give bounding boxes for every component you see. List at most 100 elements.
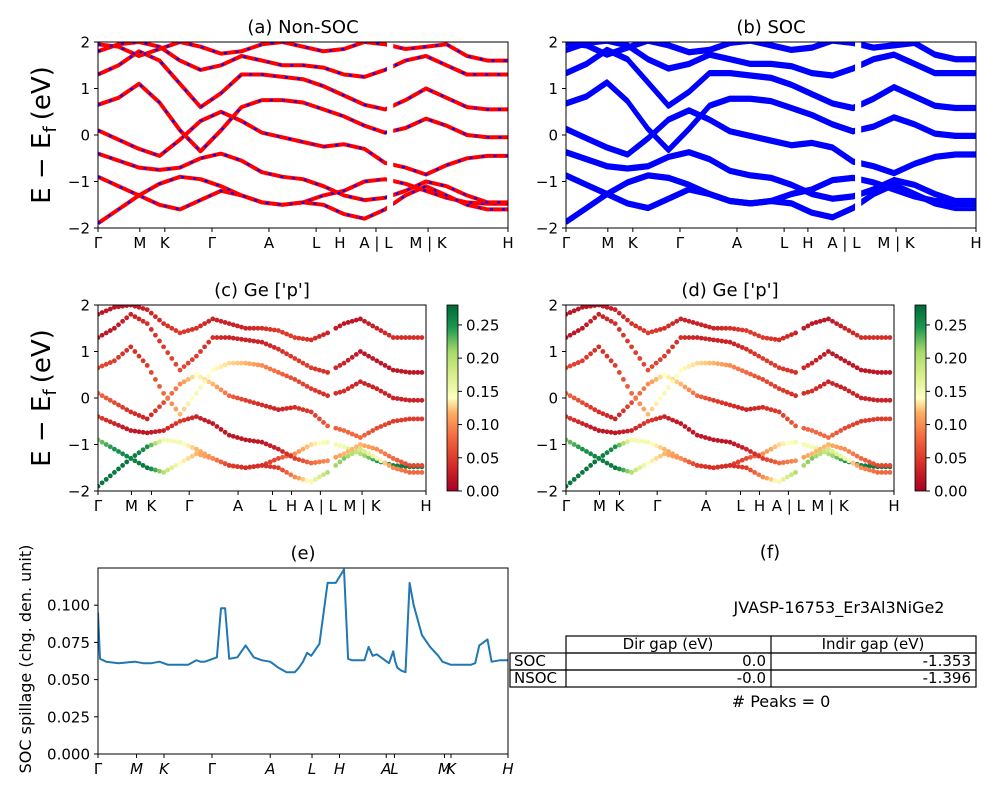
band-point-d-5 xyxy=(871,369,876,375)
band-point-c-1 xyxy=(173,463,179,468)
band-point-c-1 xyxy=(243,465,249,471)
band-line-b-5 xyxy=(566,49,976,112)
band-point-c-6 xyxy=(177,330,183,336)
band-point-c-0 xyxy=(292,451,298,457)
band-point-c-5 xyxy=(333,365,339,371)
band-point-c-2 xyxy=(292,456,298,461)
band-point-d-0 xyxy=(580,470,585,475)
band-point-c-6 xyxy=(337,323,343,329)
colorbar-tick-label-c: 0.00 xyxy=(466,483,499,501)
ytick-label-a: 1 xyxy=(80,80,90,98)
band-point-d-3 xyxy=(875,416,880,422)
band-point-d-2 xyxy=(690,429,696,435)
band-point-c-2 xyxy=(148,429,154,435)
band-point-c-6 xyxy=(206,318,212,324)
xtick-label-d: H xyxy=(754,497,765,515)
band-point-d-2 xyxy=(846,449,852,454)
band-point-d-4 xyxy=(834,382,839,388)
band-point-d-4 xyxy=(723,362,729,368)
band-point-d-4 xyxy=(772,383,778,389)
band-point-d-0 xyxy=(629,437,634,443)
band-point-d-6 xyxy=(875,335,880,340)
ylabel-e: SOC spillage (chg. den. unit) xyxy=(16,545,35,774)
band-point-d-6 xyxy=(813,320,819,325)
band-line-b-1 xyxy=(566,175,976,221)
band-point-c-2 xyxy=(304,459,310,465)
band-point-c-3 xyxy=(296,406,302,411)
band-point-d-2 xyxy=(575,419,581,425)
band-point-c-3 xyxy=(312,413,318,418)
band-line-split-b-2 xyxy=(566,149,976,201)
band-point-c-3 xyxy=(239,396,244,402)
band-point-c-2 xyxy=(325,458,330,464)
band-point-d-4 xyxy=(785,389,790,395)
band-point-d-0 xyxy=(600,453,606,458)
band-point-c-3 xyxy=(214,384,220,390)
band-point-c-5 xyxy=(194,353,199,359)
band-dash-a-0 xyxy=(98,175,508,225)
band-point-c-0 xyxy=(296,449,302,454)
ytick-label-d: 2 xyxy=(548,297,558,315)
band-point-c-6 xyxy=(276,328,281,333)
band-point-c-3 xyxy=(341,428,347,433)
row-soc-indir: -1.353 xyxy=(923,652,971,670)
band-point-d-3 xyxy=(862,418,868,424)
band-point-c-6 xyxy=(194,325,199,331)
band-point-c-5 xyxy=(99,332,105,338)
band-point-d-2 xyxy=(826,442,831,447)
band-point-d-2 xyxy=(809,451,815,457)
band-line-split-b-3 xyxy=(566,107,976,173)
band-point-c-5 xyxy=(235,336,240,342)
band-point-d-5 xyxy=(887,370,893,375)
band-point-d-2 xyxy=(694,432,700,438)
band-point-d-0 xyxy=(621,440,626,446)
band-point-d-5 xyxy=(768,360,774,366)
band-point-d-6 xyxy=(637,325,643,331)
band-point-c-0 xyxy=(194,446,199,452)
band-point-c-6 xyxy=(189,327,195,332)
band-point-c-5 xyxy=(259,339,265,345)
band-point-d-5 xyxy=(875,370,880,375)
band-point-c-4 xyxy=(337,389,343,395)
band-point-c-1 xyxy=(337,459,343,465)
band-point-d-0 xyxy=(867,463,872,469)
xtick-label-a: Γ xyxy=(208,234,217,252)
band-point-d-6 xyxy=(641,328,647,333)
band-point-d-5 xyxy=(690,335,696,340)
xtick-label-c: L xyxy=(268,497,277,515)
band-point-d-2 xyxy=(850,451,856,457)
band-point-d-1 xyxy=(641,463,647,468)
band-point-d-5 xyxy=(629,344,634,350)
band-point-c-5 xyxy=(276,346,281,352)
band-point-d-5 xyxy=(580,325,585,331)
band-point-d-0 xyxy=(657,445,663,450)
band-point-c-6 xyxy=(112,305,117,310)
band-point-c-3 xyxy=(284,406,289,411)
band-point-c-3 xyxy=(317,416,322,422)
band-point-d-2 xyxy=(629,428,634,433)
band-point-c-1 xyxy=(136,460,142,466)
band-point-c-3 xyxy=(218,387,224,393)
band-point-c-4 xyxy=(349,383,355,389)
band-point-c-6 xyxy=(243,325,249,331)
band-point-d-2 xyxy=(748,449,753,454)
band-point-c-5 xyxy=(296,358,302,364)
table-row-nsoc xyxy=(509,669,977,688)
band-point-d-5 xyxy=(653,360,659,366)
band-point-d-1 xyxy=(776,479,782,485)
band-point-c-0 xyxy=(308,442,314,447)
band-point-c-4 xyxy=(345,386,351,392)
band-point-d-6 xyxy=(805,323,811,329)
band-point-d-0 xyxy=(608,447,614,453)
band-point-c-4 xyxy=(214,365,220,371)
band-point-d-1 xyxy=(826,446,831,452)
band-point-c-1 xyxy=(362,449,367,454)
band-point-c-2 xyxy=(189,415,195,421)
band-point-d-2 xyxy=(719,438,725,444)
band-point-c-6 xyxy=(284,331,289,337)
band-point-c-4 xyxy=(288,375,294,381)
band-point-c-5 xyxy=(419,370,425,375)
band-point-c-3 xyxy=(276,407,281,413)
xtick-label-a: A | L xyxy=(359,234,393,252)
